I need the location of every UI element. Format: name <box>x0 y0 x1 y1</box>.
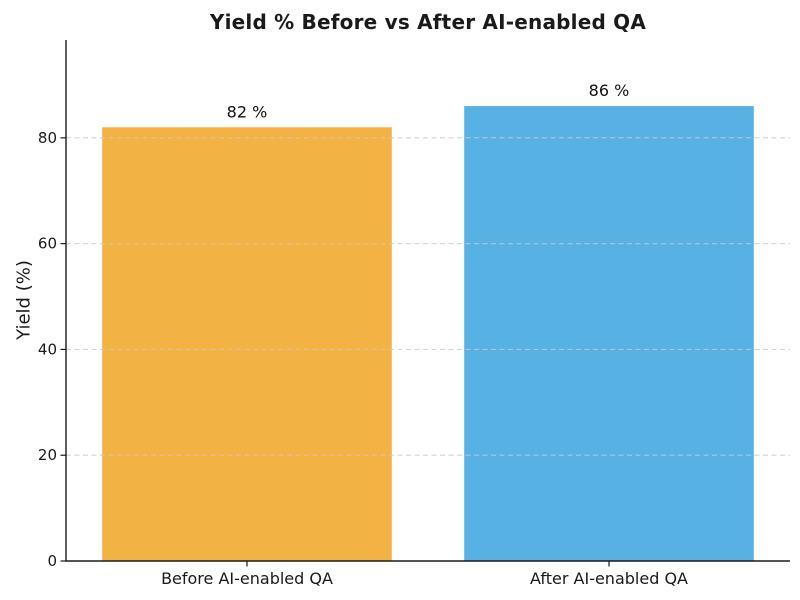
chart-title: Yield % Before vs After AI-enabled QA <box>209 10 647 34</box>
y-tick-label-60: 60 <box>38 235 57 253</box>
y-tick-label-80: 80 <box>38 129 57 147</box>
bar-value-label-before-ai-enabled-qa: 82 % <box>227 102 268 121</box>
bar-value-label-after-ai-enabled-qa: 86 % <box>589 81 630 100</box>
y-tick-label-40: 40 <box>38 340 57 358</box>
y-tick-label-0: 0 <box>47 552 57 570</box>
x-tick-label-after-ai-enabled-qa: After AI-enabled QA <box>530 569 688 588</box>
x-tick-label-before-ai-enabled-qa: Before AI-enabled QA <box>161 569 333 588</box>
bar-after-ai-enabled-qa <box>464 106 754 561</box>
bar-before-ai-enabled-qa <box>102 127 392 561</box>
y-tick-label-20: 20 <box>38 446 57 464</box>
